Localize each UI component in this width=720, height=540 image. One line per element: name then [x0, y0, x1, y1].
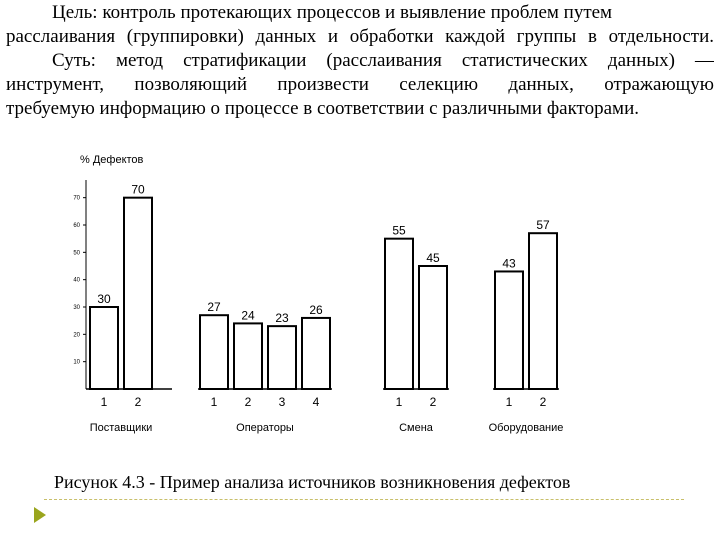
text-line-3: Суть: метод стратификации (расслаивания … — [52, 50, 714, 71]
bar-value-label: 30 — [97, 292, 111, 306]
y-axis: 10 20 30 40 50 60 70 — [73, 180, 87, 389]
bar-value-label: 26 — [309, 303, 323, 317]
category-label: 1 — [506, 395, 513, 409]
y-tick-label: 10 — [73, 360, 80, 366]
triangle-bullet-icon — [34, 507, 46, 523]
text-line-5: требуемую информацию о процессе в соотве… — [6, 98, 639, 119]
bar-value-label: 57 — [536, 218, 550, 232]
bar — [384, 237, 414, 390]
bar — [267, 325, 297, 390]
y-axis-label: % Дефектов — [80, 154, 144, 166]
category-label: 1 — [396, 395, 403, 409]
y-tick-label: 20 — [73, 332, 80, 338]
bar-value-label: 55 — [392, 224, 406, 238]
y-tick-label: 30 — [73, 305, 80, 311]
category-label: 4 — [313, 395, 320, 409]
y-tick-label: 60 — [73, 223, 80, 229]
bar — [233, 322, 263, 390]
category-label: 2 — [245, 395, 252, 409]
bar-value-label: 43 — [502, 256, 516, 270]
figure-caption: Рисунок 4.3 - Пример анализа источников … — [54, 472, 571, 492]
group-label: Оборудование — [489, 422, 564, 434]
bar — [494, 270, 524, 390]
bar-value-label: 27 — [207, 300, 221, 314]
bar-value-label: 45 — [426, 251, 440, 265]
text-line-1: Цель: контроль протекающих процессов и в… — [52, 2, 613, 23]
bar-value-label: 23 — [275, 311, 289, 325]
y-tick-label: 40 — [73, 278, 80, 284]
y-tick-label: 50 — [73, 250, 80, 256]
category-label: 1 — [211, 395, 218, 409]
category-label: 2 — [135, 395, 142, 409]
bar-value-label: 24 — [241, 308, 255, 322]
text-line-2: расслаивания (группировки) данных и обра… — [6, 26, 714, 47]
defects-bar-chart: % Дефектов 10 20 30 40 50 60 70 30 1 70 2 Поставщи… — [73, 154, 563, 434]
category-label: 1 — [101, 395, 108, 409]
bar — [199, 314, 229, 390]
divider — [44, 499, 684, 500]
bar — [123, 196, 153, 390]
category-label: 2 — [540, 395, 547, 409]
group-label: Операторы — [236, 422, 294, 434]
bar — [418, 265, 448, 390]
bar-value-label: 70 — [131, 183, 145, 197]
bar — [89, 306, 119, 390]
text-line-4: инструмент, позволяющий произвести селек… — [6, 74, 714, 95]
category-label: 3 — [279, 395, 286, 409]
group-label: Поставщики — [90, 422, 153, 434]
group-label: Смена — [399, 422, 434, 434]
category-label: 2 — [430, 395, 437, 409]
bar — [528, 232, 558, 390]
bars-layer: 30 1 70 2 Поставщики 27 1 24 2 23 3 26 4 Операторы 55 1… — [86, 183, 563, 434]
bar — [301, 316, 331, 390]
y-tick-label: 70 — [73, 196, 80, 202]
